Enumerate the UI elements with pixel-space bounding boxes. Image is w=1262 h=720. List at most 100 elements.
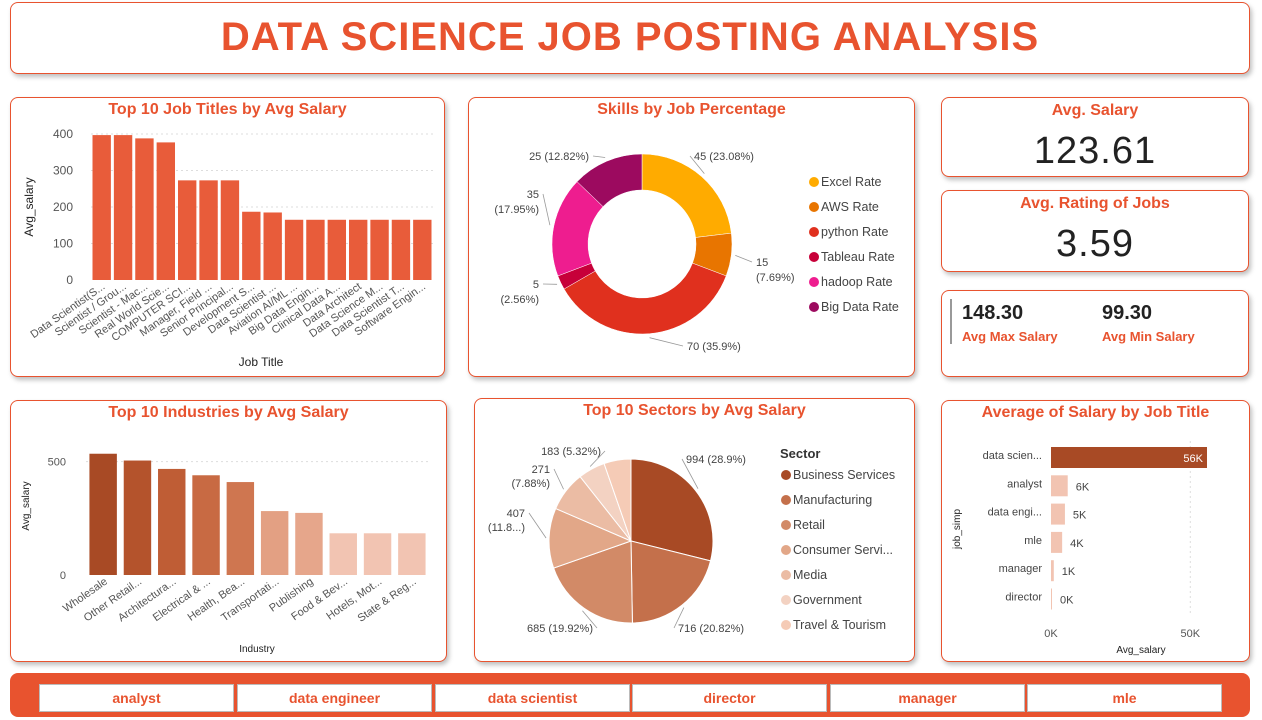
y-tick-label: 200	[53, 200, 73, 214]
data-label: (17.95%)	[494, 204, 539, 216]
y-tick-label: 300	[53, 164, 73, 178]
legend-label: Consumer Servi...	[793, 543, 893, 557]
avg-rating-value: 3.59	[1056, 223, 1134, 265]
y-axis-title: Avg_salary	[21, 481, 32, 530]
data-label: 70 (35.9%)	[687, 341, 741, 353]
avg-salary-card: Avg. Salary 123.61	[941, 97, 1249, 177]
donut-slice	[563, 262, 727, 335]
bar	[242, 211, 261, 280]
bar	[329, 533, 357, 575]
slicer-button-mle[interactable]: mle	[1027, 684, 1222, 712]
y-tick-label: 400	[53, 127, 73, 141]
sectors-chart-title: Top 10 Sectors by Avg Salary	[583, 402, 806, 419]
legend-marker	[809, 277, 819, 287]
job-titles-chart-card[interactable]: Top 10 Job Titles by Avg Salary 0 100 200 3…	[10, 97, 445, 377]
legend-label: Excel Rate	[821, 175, 881, 189]
x-axis-title: Avg_salary	[1116, 645, 1165, 656]
leader-line	[592, 155, 606, 158]
y-tick-label: data engi...	[988, 507, 1042, 519]
y-tick-label: 100	[53, 237, 73, 251]
max-salary-value: 148.30	[962, 302, 1024, 324]
max-min-salary-card: 148.30 Avg Max Salary 99.30 Avg Min Sala…	[941, 290, 1249, 377]
leader-line	[542, 193, 551, 226]
legend-marker	[781, 495, 791, 505]
x-tick-label: State & Reg...	[356, 576, 419, 625]
data-label: 5	[533, 279, 539, 291]
bar	[89, 453, 117, 575]
pie-slice	[548, 507, 633, 569]
min-salary-label: Avg Min Salary	[1102, 329, 1195, 344]
legend-label: Retail	[793, 518, 825, 532]
max-salary-label: Avg Max Salary	[962, 329, 1058, 344]
bar	[123, 460, 152, 575]
sectors-chart-card[interactable]: Top 10 Sectors by Avg Salary 994 (28.9%)…	[474, 398, 915, 662]
bar	[92, 135, 111, 280]
data-label: 183 (5.32%)	[541, 446, 601, 458]
bar	[413, 219, 432, 280]
industries-chart-card[interactable]: Top 10 Industries by Avg Salary 0 500 Whol…	[10, 400, 447, 662]
data-label: 35	[527, 189, 539, 201]
skills-donut-chart: 45 (23.08%) 15 (7.69%) 70 (35.9%) 5 (2.56%) 35…	[494, 151, 899, 353]
slicer-button-data-engineer[interactable]: data engineer	[237, 684, 432, 712]
skills-chart-title: Skills by Job Percentage	[597, 101, 786, 118]
avg-salary-title: Avg. Salary	[1051, 102, 1139, 119]
data-label: (11.8...)	[488, 522, 525, 534]
data-label: 271	[532, 464, 550, 476]
slicer-button-data-scientist[interactable]: data scientist	[435, 684, 630, 712]
avg-salary-value: 123.61	[1033, 130, 1157, 172]
donut-slice	[576, 153, 643, 207]
page-title: DATA SCIENCE JOB POSTING ANALYSIS	[220, 15, 1040, 59]
legend-marker	[781, 520, 791, 530]
data-label: 45 (23.08%)	[694, 151, 754, 163]
bar	[1051, 560, 1054, 582]
bar	[220, 180, 240, 280]
y-tick-label: 0	[60, 570, 66, 582]
bar	[177, 180, 197, 280]
bar	[363, 533, 392, 575]
x-tick-label: 50K	[1180, 628, 1200, 640]
legend-marker	[781, 545, 791, 555]
legend-title: Sector	[780, 446, 820, 461]
skills-chart-card[interactable]: Skills by Job Percentage 45 (23.08%) 15 (7…	[468, 97, 915, 377]
salary-by-title-card[interactable]: Average of Salary by Job Title 0K 50K data…	[941, 400, 1250, 662]
job-filter-slicer: analyst data engineer data scientist dir…	[10, 673, 1250, 717]
y-axis-title: job_simp	[952, 509, 963, 550]
legend-marker	[809, 302, 819, 312]
bar	[327, 219, 347, 280]
header-card: DATA SCIENCE JOB POSTING ANALYSIS	[10, 2, 1250, 74]
y-tick-label: 0	[66, 273, 73, 287]
slicer-button-director[interactable]: director	[632, 684, 827, 712]
slicer-button-manager[interactable]: manager	[830, 684, 1025, 712]
avg-rating-card: Avg. Rating of Jobs 3.59	[941, 190, 1249, 272]
legend-marker	[809, 202, 819, 212]
bar	[284, 219, 304, 280]
y-axis-title: Avg_salary	[22, 177, 36, 236]
legend-marker	[781, 570, 791, 580]
bar	[260, 511, 289, 575]
bar	[192, 475, 220, 575]
industries-chart-title: Top 10 Industries by Avg Salary	[108, 404, 349, 421]
bar	[348, 219, 368, 280]
leader-line	[673, 607, 685, 629]
bar	[370, 219, 389, 280]
y-tick-label: analyst	[1007, 478, 1042, 490]
data-label: 6K	[1076, 481, 1090, 493]
salary-by-title-bar-chart: 0K 50K data scien... 56K analyst 6K data engi.…	[952, 441, 1207, 656]
legend-marker	[781, 470, 791, 480]
donut-slice	[641, 153, 732, 238]
leader-line	[689, 155, 705, 174]
bar	[199, 180, 218, 280]
legend-label: Government	[793, 593, 862, 607]
bar	[1051, 447, 1207, 468]
legend-label: Media	[793, 568, 827, 582]
slicer-button-analyst[interactable]: analyst	[39, 684, 234, 712]
pie-slice	[630, 540, 712, 624]
legend-marker	[809, 252, 819, 262]
leader-line	[528, 512, 547, 539]
pie-slice	[630, 458, 714, 562]
legend-marker	[781, 620, 791, 630]
data-label: 685 (19.92%)	[527, 623, 593, 635]
bar	[398, 533, 426, 575]
leader-line	[735, 254, 753, 263]
